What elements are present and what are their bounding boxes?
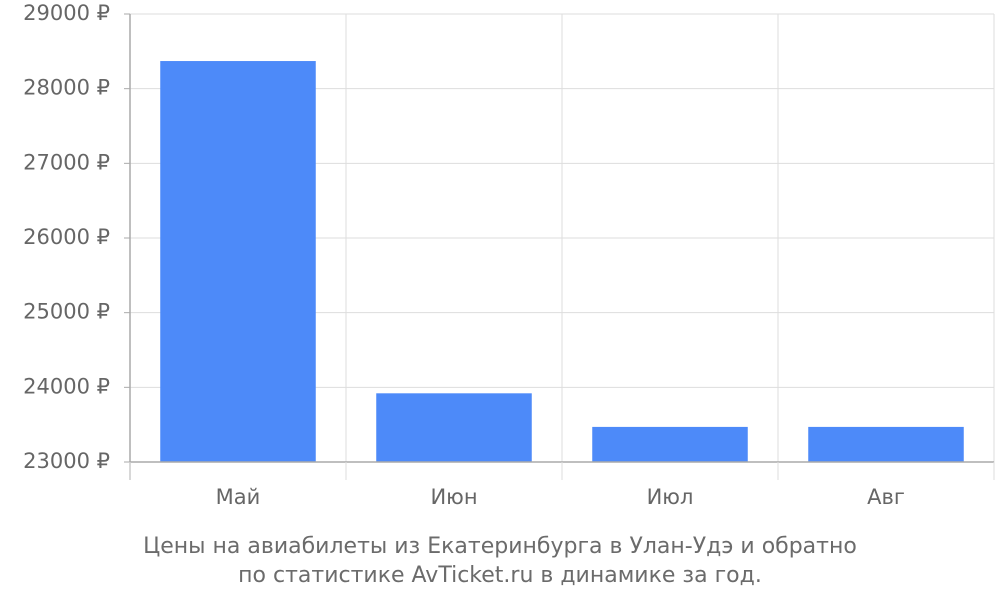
- bar-Авг: [808, 426, 964, 462]
- chart-caption-line-2: по статистике AvTicket.ru в динамике за …: [238, 563, 762, 588]
- y-tick-label: 23000 ₽: [23, 449, 110, 473]
- x-tick-label: Май: [216, 485, 261, 509]
- y-tick-label: 29000 ₽: [23, 1, 110, 25]
- x-tick-label: Июл: [647, 485, 694, 509]
- bar-Май: [160, 61, 316, 462]
- y-tick-label: 24000 ₽: [23, 374, 110, 398]
- chart-caption-line-1: Цены на авиабилеты из Екатеринбурга в Ул…: [143, 534, 857, 559]
- y-tick-label: 25000 ₽: [23, 300, 110, 324]
- y-tick-label: 28000 ₽: [23, 76, 110, 100]
- y-tick-label: 27000 ₽: [23, 150, 110, 174]
- bar-Июл: [592, 426, 748, 462]
- bar-Июн: [376, 393, 532, 462]
- x-tick-label: Июн: [430, 485, 477, 509]
- bar-chart: 23000 ₽ 24000 ₽ 25000 ₽ 26000 ₽ 27000 ₽ 28000…: [23, 1, 995, 509]
- y-tick-label: 26000 ₽: [23, 225, 110, 249]
- x-tick-label: Авг: [867, 485, 905, 509]
